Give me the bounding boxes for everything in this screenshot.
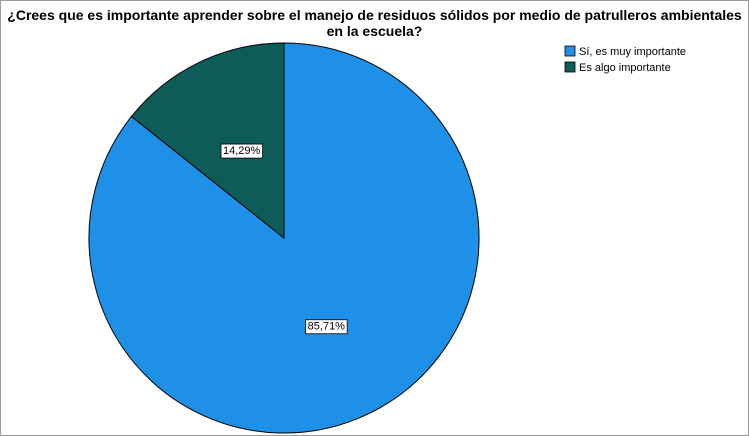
data-label: 85,71%: [305, 319, 348, 335]
data-label: 14,29%: [220, 143, 263, 159]
pie-slice: [130, 42, 285, 240]
legend-label: Sí, es muy importante: [579, 46, 686, 58]
data-label-box: [305, 319, 348, 335]
chart-title: ¿Crees que es importante aprender sobre …: [7, 7, 742, 39]
data-label-text: 85,71%: [308, 321, 346, 333]
legend-label: Es algo importante: [579, 62, 671, 74]
data-label-box: [220, 143, 263, 159]
data-label-text: 14,29%: [223, 145, 261, 157]
legend-swatch: [564, 45, 576, 57]
legend-swatch: [564, 61, 576, 73]
